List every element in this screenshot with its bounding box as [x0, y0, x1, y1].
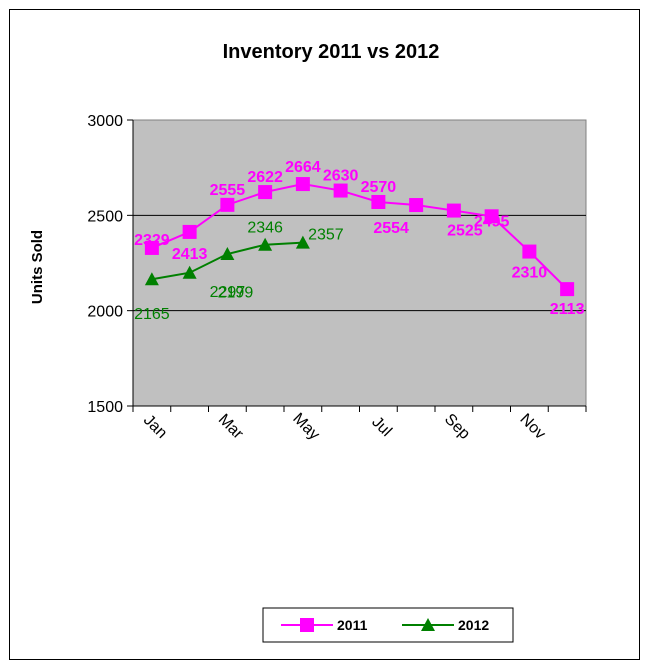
legend-2012-marker	[421, 618, 435, 631]
y-axis-label: Units Sold	[29, 230, 46, 304]
series-2011-label-jul: 2570	[361, 179, 397, 196]
series-2011-marker-feb	[182, 224, 197, 239]
chart-title: Inventory 2011 vs 2012	[223, 41, 440, 63]
x-tick-label-jul: Jul	[368, 414, 394, 440]
gridlines	[133, 214, 586, 312]
series-2011-label-dec: 2113	[550, 301, 585, 318]
series-2011-marker-oct	[484, 209, 499, 224]
series-2011-label-mar: 2555	[210, 182, 246, 199]
y-tick-label-2000: 2000	[87, 304, 123, 321]
y-tick-label-3000: 3000	[87, 113, 123, 130]
series-2011-label-oct: 2495	[474, 213, 510, 230]
series-2011-marker-nov	[522, 244, 537, 259]
series-2012-marker-apr	[258, 237, 273, 251]
series-2012-marker-may	[295, 235, 310, 249]
series-2011-marker-aug	[409, 198, 424, 213]
x-tick-label-mar: Mar	[215, 411, 247, 443]
series-2012-label-apr: 2346	[247, 220, 283, 237]
series-2012-marker-jan	[144, 272, 159, 286]
legend-2012-label: 2012	[458, 617, 489, 633]
series-2012-marker-mar	[220, 247, 235, 261]
series-2011-label-nov: 2310	[512, 265, 548, 282]
series-2011-marker-sep	[446, 203, 461, 218]
series-2011-marker-mar	[220, 197, 235, 212]
series-2011-label-sep: 2525	[447, 223, 483, 240]
legend-2011-marker	[300, 618, 314, 632]
y-tick-label-1500: 1500	[87, 399, 123, 416]
series-2012-label-feb: 2199	[218, 285, 254, 302]
series-2011-label-apr: 2622	[247, 169, 283, 186]
series-2012-label-mar: 2297	[210, 284, 246, 301]
legend-2011-label: 2011	[337, 617, 368, 633]
series-2011-label-may: 2664	[285, 159, 321, 176]
x-tick-label-jan: Jan	[140, 412, 170, 442]
series-2011-label-feb: 2413	[172, 246, 208, 263]
x-tick-label-nov: Nov	[516, 411, 548, 443]
series-2011-label-aug: 2554	[373, 220, 409, 237]
x-tick-label-sep: Sep	[441, 411, 473, 443]
legend: 2011 2012	[262, 607, 514, 643]
series-2012-marker-feb	[182, 265, 197, 279]
series-layer	[144, 177, 575, 297]
series-2011-label-jan: 2329	[134, 232, 170, 249]
series-2012-label-jan: 2165	[134, 306, 170, 323]
series-2011-label-jun: 2630	[323, 168, 359, 185]
x-tick-label-may: May	[289, 410, 322, 443]
series-2011-marker-may	[295, 177, 310, 192]
series-2011-marker-jan	[144, 240, 159, 255]
series-2011-marker-apr	[258, 185, 273, 200]
series-2012-label-may: 2357	[308, 227, 344, 244]
series-2011-marker-jun	[333, 183, 348, 198]
plot-area	[132, 119, 587, 407]
y-tick-label-2500: 2500	[87, 208, 123, 225]
series-2011-marker-dec	[560, 282, 575, 297]
series-2011-marker-jul	[371, 194, 386, 209]
